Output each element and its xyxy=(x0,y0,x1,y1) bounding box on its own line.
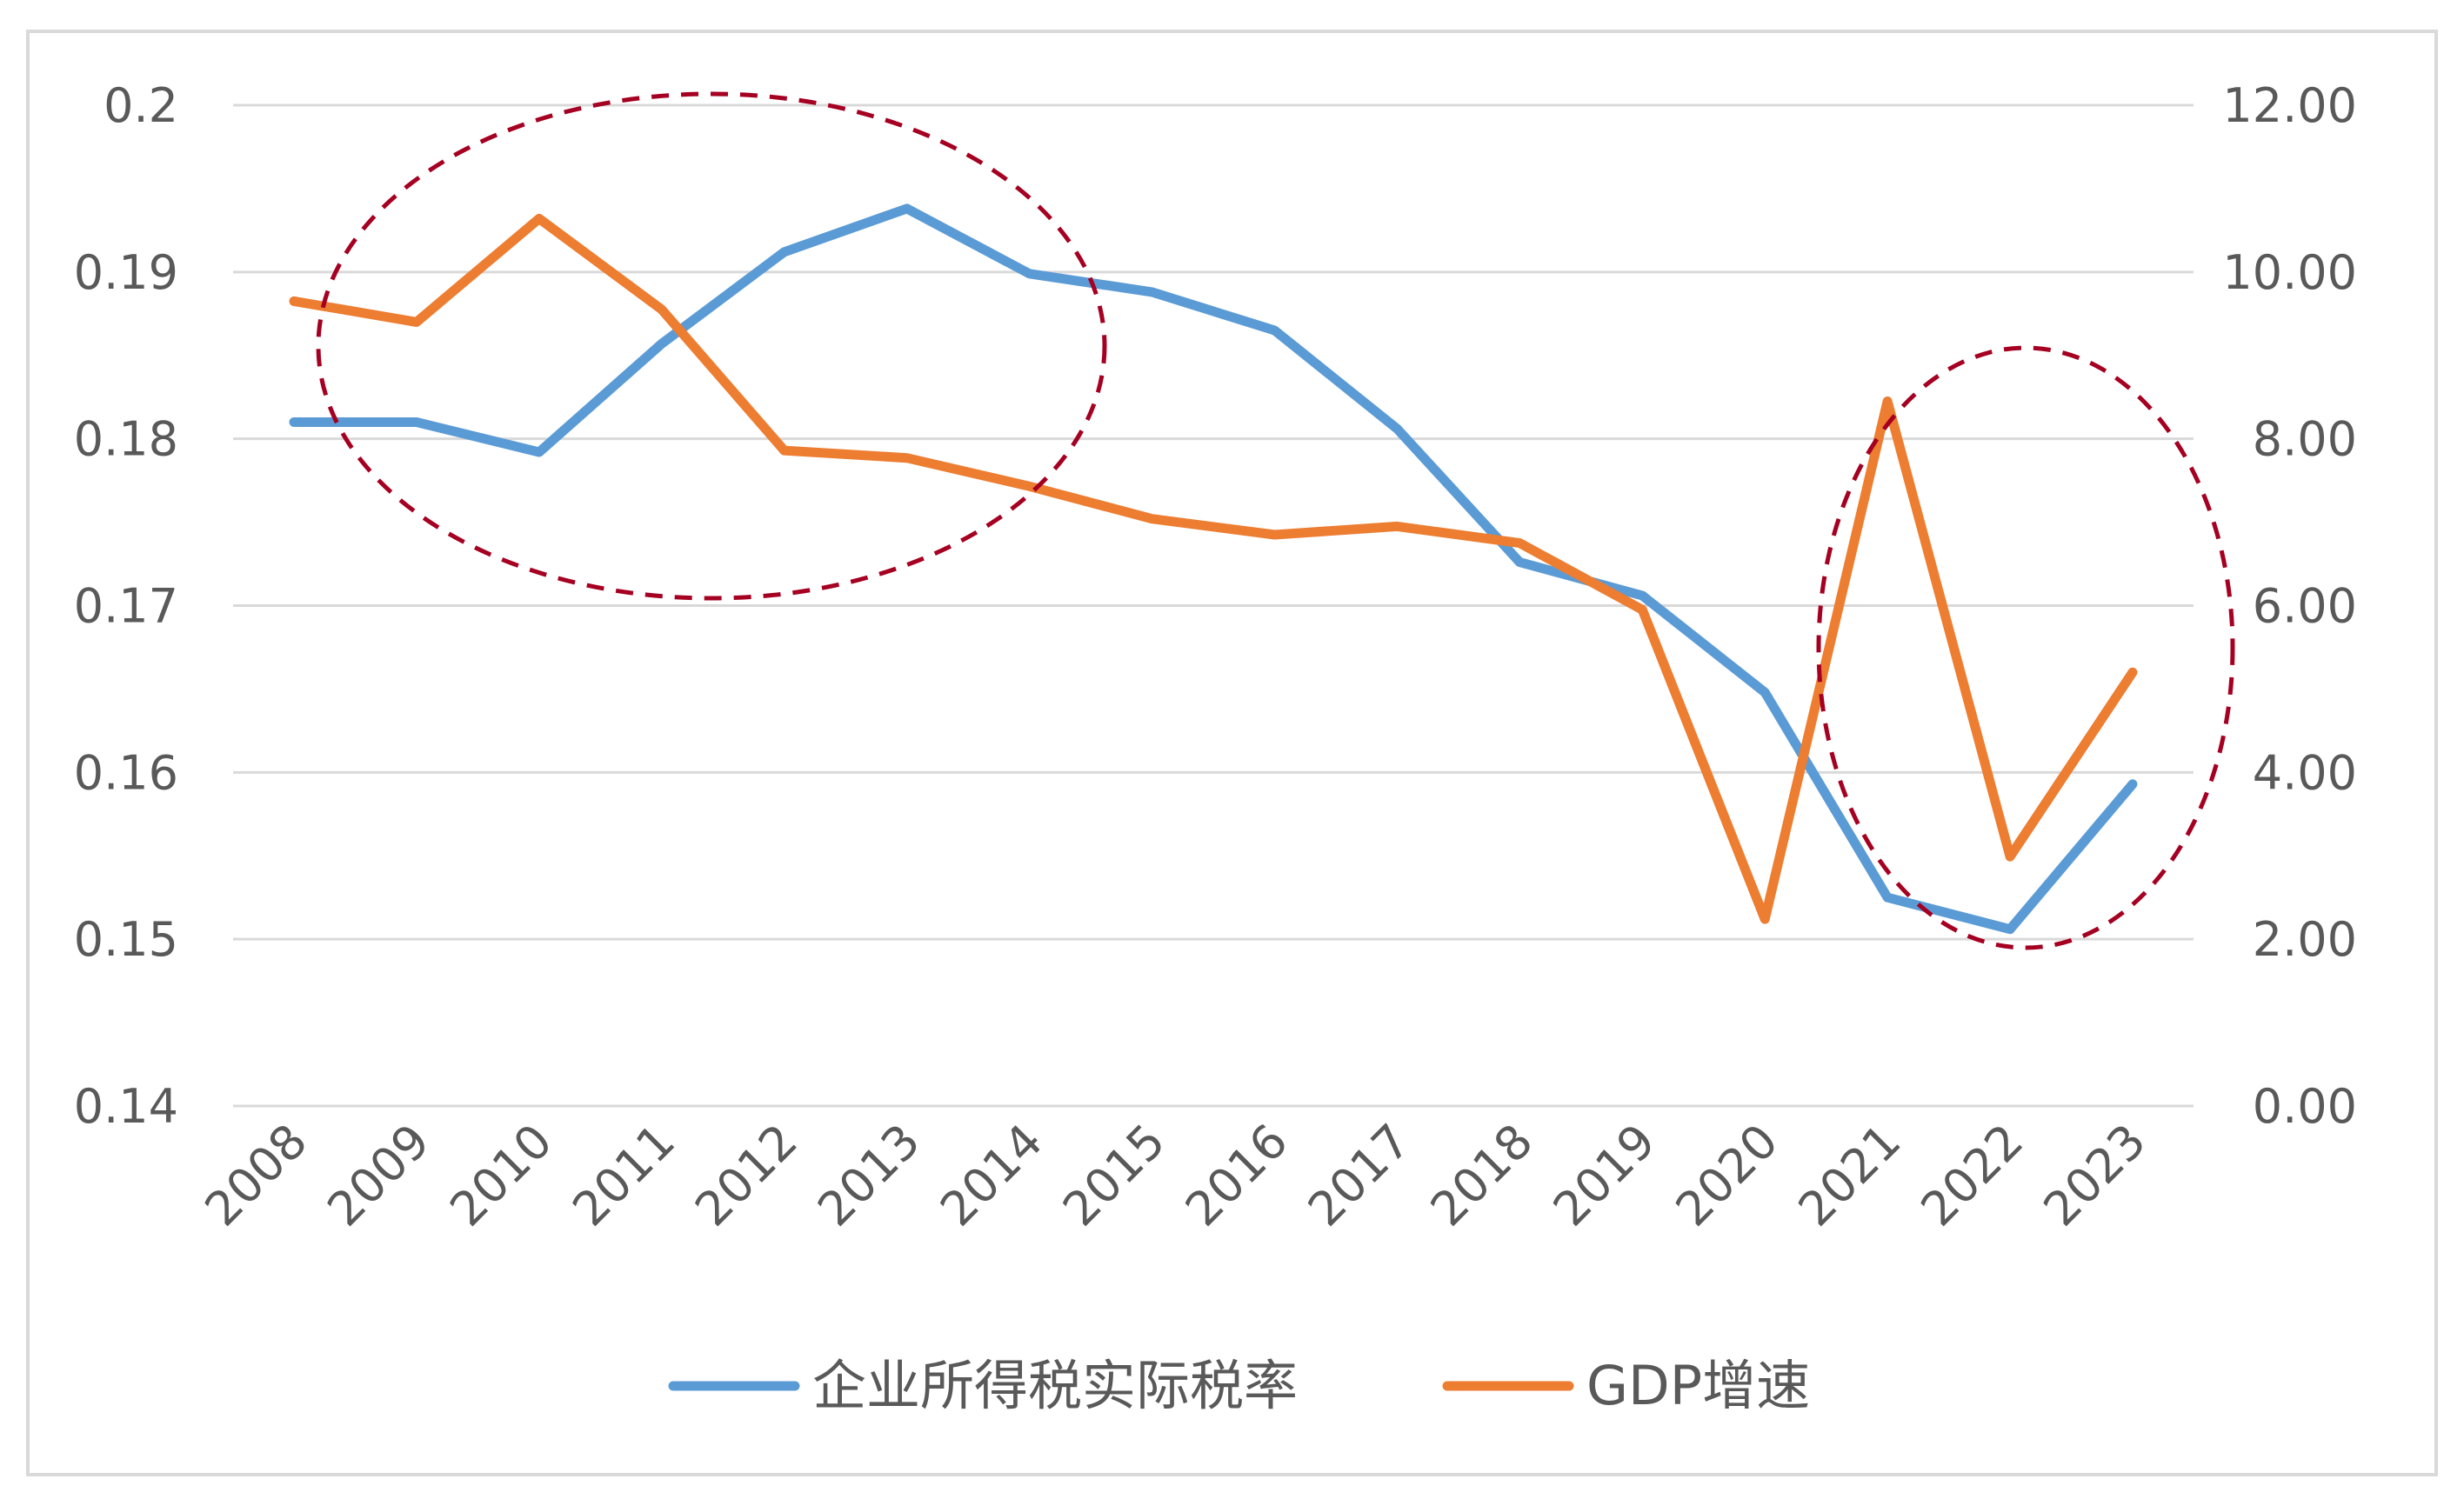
data-point xyxy=(784,251,785,253)
data-point xyxy=(293,300,295,302)
right-tick-label: 4.00 xyxy=(2253,745,2357,800)
data-point xyxy=(1152,518,1153,520)
data-point xyxy=(906,457,908,459)
x-tick-label: 2008 xyxy=(194,1114,317,1237)
data-point xyxy=(1273,534,1275,536)
highlight-ellipse xyxy=(316,91,1107,601)
data-point xyxy=(2009,856,2011,857)
gridlines xyxy=(233,103,2194,1108)
data-point xyxy=(784,450,785,451)
x-tick-label: 2019 xyxy=(1543,1114,1666,1237)
data-point xyxy=(1029,485,1031,487)
data-point xyxy=(1273,330,1275,331)
x-tick-label: 2018 xyxy=(1420,1114,1544,1237)
x-tick-label: 2022 xyxy=(1911,1114,2034,1237)
left-tick-label: 0.14 xyxy=(74,1079,178,1134)
x-tick-label: 2016 xyxy=(1175,1114,1299,1237)
data-point xyxy=(1764,691,1766,693)
x-tick-label: 2021 xyxy=(1788,1114,1912,1237)
right-axis-ticks: 0.00 2.00 4.00 6.00 8.00 10.00 12.00 xyxy=(2222,78,2357,1134)
data-point xyxy=(1764,918,1766,920)
data-point xyxy=(1396,525,1398,527)
right-tick-label: 0.00 xyxy=(2253,1079,2357,1134)
x-tick-label: 2020 xyxy=(1666,1114,1789,1237)
left-tick-label: 0.19 xyxy=(74,245,178,300)
right-tick-label: 6.00 xyxy=(2253,579,2357,634)
data-point xyxy=(661,309,663,310)
data-point xyxy=(1519,543,1520,544)
data-point xyxy=(416,421,417,423)
data-point xyxy=(1641,609,1643,610)
highlight-ellipse xyxy=(1816,345,2235,950)
data-point xyxy=(1641,595,1643,596)
data-point xyxy=(2132,783,2133,785)
data-point xyxy=(1396,428,1398,430)
left-tick-label: 0.18 xyxy=(74,412,178,467)
left-axis-ticks: 0.14 0.15 0.16 0.17 0.18 0.19 0.2 xyxy=(74,78,178,1134)
x-tick-label: 2011 xyxy=(562,1114,685,1237)
data-point xyxy=(293,421,295,423)
right-tick-label: 2.00 xyxy=(2253,912,2357,967)
series-line-0 xyxy=(289,203,2138,935)
series-line-1 xyxy=(289,213,2138,924)
data-point xyxy=(538,217,540,219)
data-point xyxy=(2132,671,2133,673)
data-point xyxy=(906,208,908,210)
x-tick-label: 2013 xyxy=(807,1114,931,1237)
data-point xyxy=(661,343,663,344)
right-tick-label: 12.00 xyxy=(2222,78,2357,133)
legend-label: GDP增速 xyxy=(1586,1354,1810,1417)
data-point xyxy=(1886,401,1888,403)
chart-svg: 0.14 0.15 0.16 0.17 0.18 0.19 0.2 0.00 2.00 4.00… xyxy=(74,78,2357,1417)
left-tick-label: 0.17 xyxy=(74,579,178,634)
x-tick-label: 2023 xyxy=(2033,1114,2156,1237)
legend-label: 企业所得税实际税率 xyxy=(812,1354,1298,1417)
data-point xyxy=(416,321,417,323)
x-tick-label: 2010 xyxy=(439,1114,563,1237)
x-tick-label: 2017 xyxy=(1298,1114,1421,1237)
left-tick-label: 0.2 xyxy=(104,78,178,133)
x-tick-label: 2015 xyxy=(1052,1114,1176,1237)
data-point xyxy=(2009,929,2011,930)
data-point xyxy=(1886,896,1888,898)
left-tick-label: 0.16 xyxy=(74,745,178,800)
x-tick-label: 2009 xyxy=(317,1114,440,1237)
data-point xyxy=(538,451,540,453)
data-point xyxy=(1029,273,1031,275)
x-tick-label: 2012 xyxy=(684,1114,808,1237)
right-tick-label: 8.00 xyxy=(2253,412,2357,467)
chart-frame: 0.14 0.15 0.16 0.17 0.18 0.19 0.2 0.00 2.00 4.00… xyxy=(26,30,2438,1476)
data-point xyxy=(1519,562,1520,563)
x-tick-label: 2014 xyxy=(930,1114,1053,1237)
annotations xyxy=(316,91,2235,950)
right-tick-label: 10.00 xyxy=(2222,245,2357,300)
series-lines xyxy=(289,203,2138,935)
x-axis-ticks: 2008 2009 2010 2011 2012 2013 2014 2015 2016 2017… xyxy=(194,1114,2156,1237)
left-tick-label: 0.15 xyxy=(74,912,178,967)
legend: 企业所得税实际税率 GDP增速 xyxy=(668,1354,1810,1417)
data-point xyxy=(1152,291,1153,293)
